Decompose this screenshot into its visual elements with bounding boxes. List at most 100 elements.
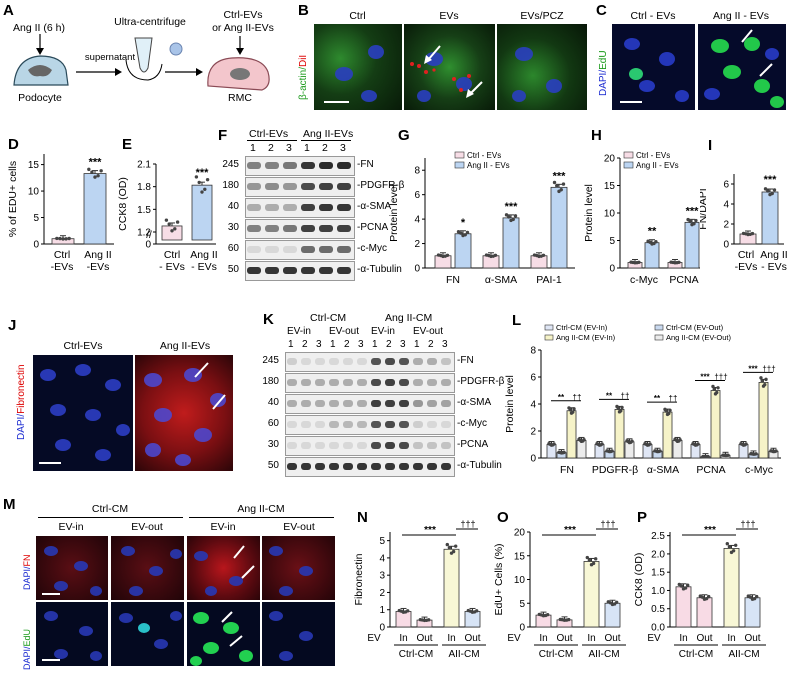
m-arrow-3 bbox=[221, 611, 233, 623]
k-mw-4: 30 bbox=[267, 439, 279, 450]
k-band-4-5 bbox=[357, 442, 367, 449]
chart-h: 0 5 10 15 20 Protein level ** c-Myc *** PCNA Ctrl … bbox=[583, 151, 700, 286]
p-bar-0 bbox=[675, 586, 692, 628]
k-band-2-2 bbox=[315, 400, 325, 407]
h-legend-swatch-1 bbox=[623, 161, 634, 169]
panel-letter-n: N bbox=[357, 509, 368, 526]
h-sig-1: *** bbox=[686, 205, 700, 217]
l-bar-2-2-dot-4 bbox=[667, 411, 671, 416]
d-xlabel-0-line-1: -EVs bbox=[51, 261, 74, 273]
p-bar-2-dot-4 bbox=[731, 549, 736, 553]
panel-letter-m: M bbox=[3, 496, 16, 513]
k-protein-0: -FN bbox=[457, 355, 474, 366]
p-ev-label: EV bbox=[647, 633, 661, 644]
f-band-0-4 bbox=[319, 162, 333, 169]
k-mw-0: 245 bbox=[262, 355, 279, 366]
f-protein-4: -c-Myc bbox=[357, 243, 387, 254]
k-band-1-9 bbox=[413, 379, 423, 386]
h-ytick-label-3: 15 bbox=[604, 181, 616, 192]
c-overlay bbox=[620, 29, 784, 108]
chart-o: 0 5 10 15 20 EdU+ Cells (%) In Out In Out EV Ctrl-C… bbox=[493, 519, 626, 660]
f-lane-box-5 bbox=[245, 261, 355, 281]
p-xlabel-1: Out bbox=[696, 633, 712, 644]
panel-letter-l: L bbox=[512, 312, 522, 329]
f-lane-box-4 bbox=[245, 240, 355, 260]
f-lane-4: 2 bbox=[322, 142, 328, 154]
h-ytick-label-4: 20 bbox=[604, 154, 616, 165]
e-bar-ang-dot-4 bbox=[203, 187, 207, 191]
a-arrowhead-1 bbox=[115, 68, 122, 76]
panel-letter-c: C bbox=[596, 2, 607, 19]
k-band-3-9 bbox=[413, 421, 423, 428]
l-bar-4-2-dot-4 bbox=[763, 382, 767, 387]
k-sub-2: EV-in bbox=[371, 326, 395, 337]
l-bar-4-2-dot-0 bbox=[759, 376, 763, 380]
l-bar-1-0-dot-4 bbox=[599, 443, 603, 447]
d-ylabel: % of EDU+ cells bbox=[7, 161, 19, 237]
p-xlabel-2: In bbox=[727, 633, 735, 644]
l-legend-swatch-2 bbox=[654, 324, 664, 331]
l-sig-a-3: *** bbox=[700, 373, 710, 382]
n-ytick-label-4: 4 bbox=[379, 553, 385, 564]
p-bar-2 bbox=[723, 548, 740, 628]
n-bar-1-dot-4 bbox=[424, 618, 429, 622]
f-band-0-3 bbox=[301, 162, 315, 169]
c-arrow-1 bbox=[741, 29, 753, 43]
e-xlabel-1-line-1: - EVs bbox=[191, 261, 217, 273]
e-bar-ctrl-dot-0 bbox=[164, 218, 169, 222]
m-row2-label: DAPI/EdU bbox=[22, 629, 32, 670]
p-ytick-label-3: 1.5 bbox=[651, 568, 665, 579]
d-bar-ang-dot-2 bbox=[99, 169, 103, 173]
o-bar-3-dot-3 bbox=[608, 601, 613, 605]
p-ytick-label-4: 2.0 bbox=[651, 549, 665, 560]
e-bar-ang-dot-0 bbox=[194, 175, 199, 179]
l-sig-a-2: ** bbox=[654, 394, 661, 403]
f-band-0-1 bbox=[265, 162, 279, 169]
f-band-3-2 bbox=[283, 225, 297, 232]
m-group-line-1 bbox=[38, 517, 183, 518]
p-bar-1 bbox=[696, 597, 713, 628]
f-band-1-0 bbox=[247, 183, 261, 190]
k-protein-4: -PCNA bbox=[457, 439, 489, 450]
f-band-4-2 bbox=[283, 246, 297, 253]
i-ytick-label-0: 0 bbox=[723, 240, 729, 251]
chart-g: 0 2 4 6 8 Protein level * FN *** α-SMA *** PAI-1 Ctr… bbox=[388, 151, 575, 286]
k-lane-6: 1 bbox=[372, 339, 378, 350]
k-band-4-6 bbox=[371, 442, 381, 449]
n-ytick-label-1: 1 bbox=[379, 605, 385, 616]
i-ylabel: FN/DAPI bbox=[700, 188, 709, 229]
m-row1-label-b: FN bbox=[22, 554, 32, 567]
g-legend-label-0: Ctrl - EVs bbox=[467, 151, 501, 160]
e-ylabel: CCK8 (OD) bbox=[117, 177, 129, 231]
f-band-3-0 bbox=[247, 225, 261, 232]
l-bar-3-0-dot-4 bbox=[695, 443, 699, 447]
g-ytick-label-0: 0 bbox=[414, 264, 420, 275]
n-bar-2-dot-3 bbox=[447, 546, 452, 550]
f-group-line-0 bbox=[247, 140, 297, 141]
k-band-0-0 bbox=[287, 358, 297, 365]
m-overlay bbox=[42, 545, 313, 666]
f-band-4-5 bbox=[337, 246, 351, 253]
e-sig: *** bbox=[196, 167, 210, 179]
k-band-5-0 bbox=[287, 463, 297, 470]
i-xlabel-0-line-1: -EVs bbox=[735, 261, 758, 273]
k-lane-box-3 bbox=[285, 415, 455, 435]
l-bar-4-1-dot-4 bbox=[753, 452, 757, 456]
k-band-5-6 bbox=[371, 463, 381, 470]
p-bar-1-dot-4 bbox=[704, 596, 709, 601]
h-bar-ctrl-0-dot-4 bbox=[635, 260, 639, 265]
p-bar-1-dot-2 bbox=[707, 594, 711, 599]
k-band-0-5 bbox=[357, 358, 367, 365]
l-bar-3-1-dot-3 bbox=[702, 454, 706, 459]
f-band-3-1 bbox=[265, 225, 279, 232]
f-band-5-5 bbox=[337, 267, 351, 274]
panel-letter-j: J bbox=[8, 317, 17, 334]
o-xlabel-2: In bbox=[587, 633, 595, 644]
l-bar-4-2-dot-3 bbox=[760, 379, 764, 383]
k-band-4-2 bbox=[315, 442, 325, 449]
o-ytick-label-4: 20 bbox=[514, 528, 526, 539]
k-lane-10: 2 bbox=[428, 339, 434, 350]
n-bar-2-dot-0 bbox=[445, 542, 449, 547]
l-xlabel-4: c-Myc bbox=[745, 464, 773, 476]
